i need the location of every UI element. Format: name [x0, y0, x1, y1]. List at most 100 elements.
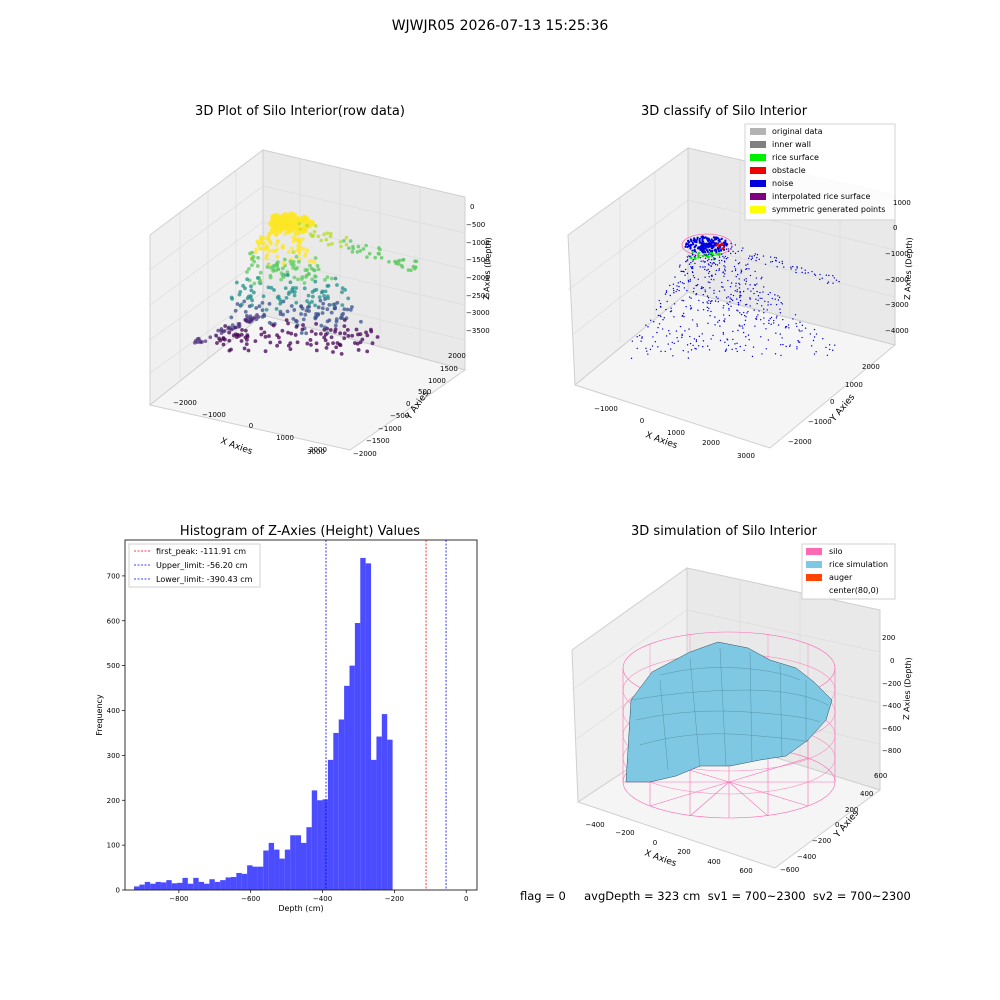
data-point	[790, 266, 792, 268]
data-point	[774, 259, 777, 262]
data-point	[743, 311, 745, 314]
data-point	[736, 342, 738, 344]
data-point	[738, 282, 740, 285]
data-point	[781, 337, 783, 339]
data-point	[735, 259, 737, 262]
data-point	[695, 239, 698, 242]
data-point	[226, 326, 231, 331]
data-point	[243, 328, 248, 333]
data-point	[781, 260, 783, 263]
data-point	[754, 270, 756, 273]
z-tick-label: −4000	[885, 327, 909, 335]
data-point	[359, 319, 363, 324]
data-point	[835, 279, 838, 281]
data-point	[322, 232, 327, 237]
legend-swatch	[806, 561, 822, 568]
data-point	[828, 344, 831, 346]
data-point	[754, 253, 757, 255]
data-point	[233, 308, 238, 313]
data-point	[717, 321, 719, 323]
data-point	[721, 259, 723, 262]
data-point	[358, 332, 363, 337]
data-point	[696, 284, 698, 287]
data-point	[255, 239, 260, 244]
data-point	[271, 323, 276, 328]
data-point	[230, 323, 235, 328]
data-point	[344, 235, 349, 240]
legend-swatch	[750, 154, 766, 161]
data-point	[747, 334, 750, 336]
x-axis-label: X Axies	[643, 848, 678, 869]
data-point	[313, 274, 317, 279]
data-point	[775, 257, 778, 259]
data-point	[351, 244, 355, 249]
data-point	[641, 336, 643, 338]
data-point	[335, 341, 340, 345]
data-point	[720, 248, 722, 251]
data-point	[689, 247, 692, 250]
data-point	[269, 285, 274, 290]
data-point	[692, 271, 694, 274]
data-point	[280, 245, 285, 250]
data-point	[719, 325, 721, 327]
data-point	[734, 244, 737, 246]
data-point	[723, 257, 725, 259]
data-point	[733, 265, 736, 268]
data-point	[333, 305, 337, 310]
data-point	[721, 286, 723, 288]
data-point	[813, 336, 816, 338]
data-point	[309, 329, 314, 334]
data-point	[822, 337, 824, 340]
data-point	[245, 277, 250, 282]
data-point	[691, 266, 694, 268]
data-point	[792, 265, 794, 268]
data-point	[683, 287, 686, 289]
y-axis-label: Frequency	[95, 694, 104, 736]
data-point	[718, 253, 721, 257]
data-point	[664, 293, 667, 295]
data-point	[798, 329, 800, 331]
data-point	[747, 257, 750, 260]
data-point	[723, 304, 725, 307]
data-point	[765, 348, 767, 350]
data-point	[301, 226, 309, 234]
data-point	[718, 290, 721, 292]
data-point	[732, 250, 734, 253]
data-point	[409, 268, 413, 273]
data-point	[712, 236, 716, 239]
data-point	[308, 219, 315, 227]
data-point	[227, 330, 232, 335]
data-point	[252, 281, 257, 286]
y-tick-label: 600	[107, 617, 120, 625]
data-point	[785, 345, 787, 348]
data-point	[334, 345, 339, 350]
data-point	[665, 308, 667, 311]
x-tick-label: 2000	[702, 439, 720, 447]
data-point	[267, 232, 271, 236]
data-point	[299, 331, 304, 335]
data-point	[335, 283, 339, 287]
data-point	[694, 262, 696, 265]
data-point	[698, 240, 701, 244]
data-point	[832, 275, 834, 277]
data-point	[770, 261, 772, 263]
data-point	[255, 276, 260, 280]
data-point	[323, 297, 327, 301]
y-tick-label: −2000	[353, 450, 377, 458]
data-point	[748, 338, 750, 341]
data-point	[377, 252, 381, 256]
legend-label: first_peak: -111.91 cm	[156, 547, 246, 556]
data-point	[745, 280, 748, 283]
data-point	[708, 299, 710, 302]
data-point	[267, 301, 272, 306]
data-point	[305, 299, 309, 303]
data-point	[725, 297, 728, 299]
data-point	[669, 294, 671, 297]
legend-label: original data	[772, 127, 823, 136]
data-point	[266, 285, 271, 290]
data-point	[704, 236, 707, 239]
data-point	[660, 315, 662, 318]
data-point	[281, 275, 286, 279]
histogram-bar	[284, 849, 291, 890]
data-point	[333, 327, 338, 332]
